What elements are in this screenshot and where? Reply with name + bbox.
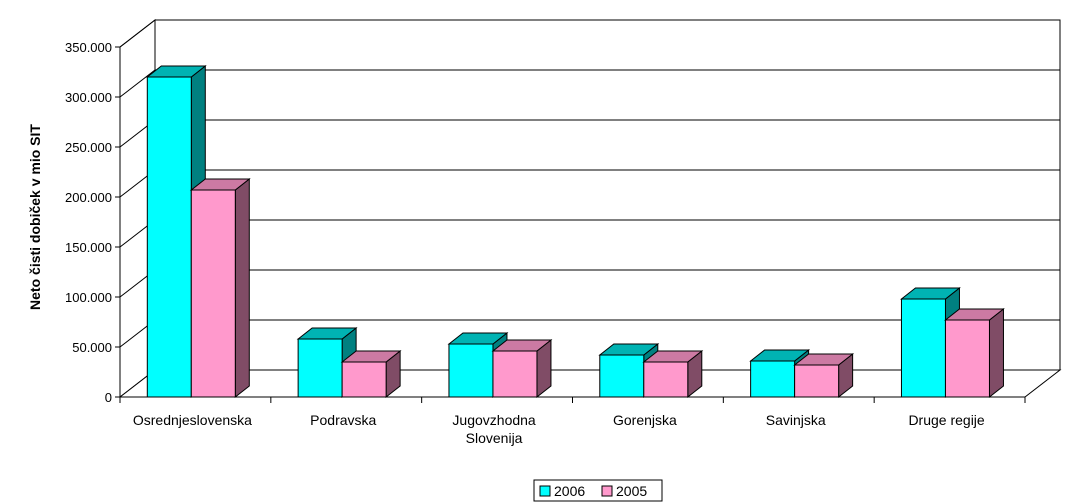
y-tick-label: 300.000	[65, 90, 112, 105]
y-tick-label: 0	[105, 390, 112, 405]
y-axis-label: Neto čisti dobiček v mio SIT	[27, 124, 43, 310]
x-tick-label: Slovenija	[466, 430, 523, 446]
x-tick-label: Druge regije	[908, 412, 984, 428]
y-tick-label: 350.000	[65, 40, 112, 55]
bar-2005	[341, 361, 387, 398]
bar-2005	[794, 364, 840, 398]
bar-2006	[750, 360, 796, 398]
legend-label-2006: 2006	[554, 483, 585, 499]
legend-swatch-2005	[601, 485, 613, 497]
bar-side-2005	[988, 307, 1004, 399]
x-tick-label: Savinjska	[766, 412, 826, 428]
bar-2006	[297, 338, 343, 398]
gridline	[119, 69, 1060, 98]
x-tick-label: Podravska	[310, 412, 376, 428]
bar-2006	[448, 343, 494, 398]
x-tick-label: Gorenjska	[613, 412, 677, 428]
bar-2005	[944, 319, 990, 398]
y-tick-label: 100.000	[65, 290, 112, 305]
legend-label-2005: 2005	[616, 483, 647, 499]
bar-2005	[190, 189, 236, 398]
x-tick-label: Jugovzhodna	[452, 412, 536, 428]
gridline	[119, 19, 1060, 48]
y-tick-label: 250.000	[65, 140, 112, 155]
y-tick-label: 150.000	[65, 240, 112, 255]
bar-2005	[643, 361, 689, 398]
bar-2006	[599, 354, 645, 398]
bar-2006	[146, 76, 192, 398]
legend-swatch-2006	[539, 485, 551, 497]
x-tick-label: Osrednjeslovenska	[133, 412, 252, 428]
bar-side-2005	[234, 177, 250, 399]
y-tick-label: 50.000	[72, 340, 112, 355]
bar-2006	[900, 298, 946, 398]
bar-2005	[492, 350, 538, 398]
legend-box	[533, 479, 663, 502]
y-tick-label: 200.000	[65, 190, 112, 205]
